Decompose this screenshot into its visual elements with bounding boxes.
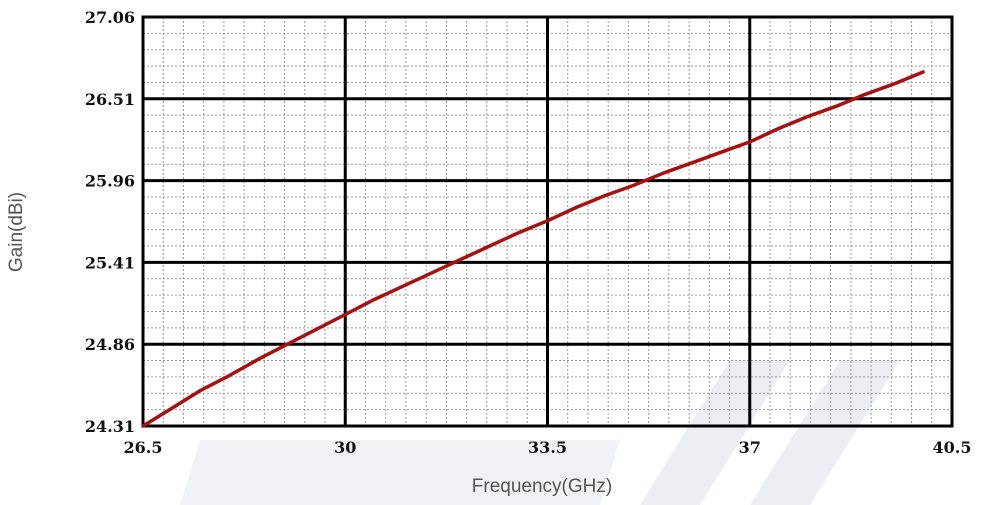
x-axis-title: Frequency(GHz) xyxy=(472,476,612,497)
plot-area-frame xyxy=(141,15,954,428)
series-layer xyxy=(141,70,925,428)
y-tick-label: 25.96 xyxy=(85,172,135,191)
y-tick-label: 27.06 xyxy=(85,8,135,27)
series-line-gain xyxy=(141,70,925,428)
watermark-band xyxy=(180,440,620,505)
watermark-stripe-1 xyxy=(640,360,790,505)
x-tick-label: 37 xyxy=(739,438,761,457)
y-tick-label: 24.86 xyxy=(85,335,135,354)
x-tick-label: 26.5 xyxy=(124,438,163,457)
watermark-stripe-2 xyxy=(750,360,900,505)
x-axis-tick-labels: 26.5 30 33.5 37 40.5 xyxy=(124,438,972,457)
y-tick-label: 26.51 xyxy=(85,90,135,109)
x-tick-label: 30 xyxy=(334,438,356,457)
y-axis-title: Gain(dBi) xyxy=(6,192,27,272)
y-tick-label: 25.41 xyxy=(85,253,135,272)
x-tick-label: 33.5 xyxy=(528,438,567,457)
y-axis-tick-labels: 24.31 24.86 25.41 25.96 26.51 27.06 xyxy=(85,8,135,436)
y-tick-label: 24.31 xyxy=(85,417,135,436)
x-tick-label: 40.5 xyxy=(933,438,972,457)
